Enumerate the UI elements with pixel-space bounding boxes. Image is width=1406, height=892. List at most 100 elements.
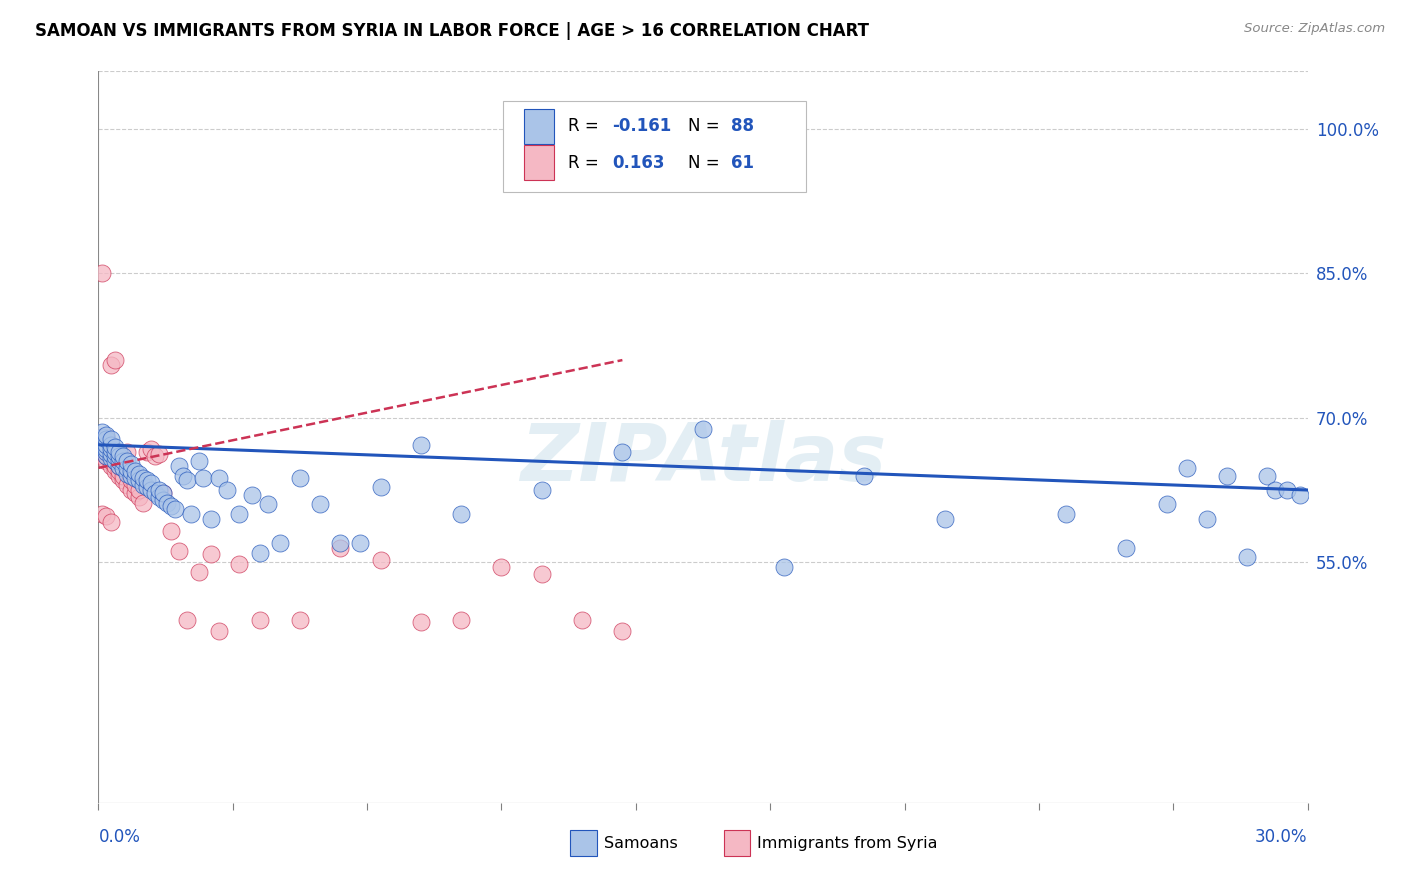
Point bbox=[115, 478, 138, 492]
Bar bbox=[724, 830, 751, 856]
Text: R =: R = bbox=[568, 153, 603, 172]
Point bbox=[188, 454, 211, 468]
Point bbox=[148, 447, 170, 461]
Point bbox=[200, 512, 222, 526]
Point bbox=[256, 498, 278, 512]
Point bbox=[103, 353, 125, 368]
Point bbox=[100, 432, 122, 446]
Point bbox=[111, 454, 134, 468]
Point bbox=[103, 458, 125, 473]
Point bbox=[115, 467, 138, 481]
Point bbox=[193, 470, 215, 484]
Point bbox=[128, 467, 150, 481]
Point bbox=[160, 500, 183, 514]
Text: Samoans: Samoans bbox=[603, 836, 678, 851]
Text: N =: N = bbox=[689, 117, 725, 136]
Point bbox=[288, 613, 311, 627]
Point bbox=[370, 553, 392, 567]
Point bbox=[96, 434, 118, 449]
Point bbox=[329, 541, 352, 555]
Point bbox=[107, 468, 129, 483]
Point bbox=[91, 434, 114, 449]
Point bbox=[96, 438, 118, 452]
Text: Source: ZipAtlas.com: Source: ZipAtlas.com bbox=[1244, 22, 1385, 36]
Point bbox=[124, 486, 146, 500]
Point bbox=[172, 468, 194, 483]
Point bbox=[208, 470, 231, 484]
Point bbox=[107, 454, 129, 468]
Point bbox=[132, 470, 155, 484]
Point bbox=[96, 454, 118, 468]
Text: 88: 88 bbox=[731, 117, 754, 136]
Point bbox=[96, 432, 118, 446]
Point bbox=[208, 624, 231, 639]
Point bbox=[1277, 483, 1299, 497]
Point bbox=[571, 613, 593, 627]
Point bbox=[491, 560, 513, 574]
Point bbox=[228, 507, 250, 521]
Text: Immigrants from Syria: Immigrants from Syria bbox=[758, 836, 938, 851]
Point bbox=[143, 450, 166, 464]
Point bbox=[111, 468, 134, 483]
Point bbox=[176, 613, 198, 627]
Point bbox=[135, 474, 157, 488]
Point bbox=[111, 474, 134, 488]
Point bbox=[96, 428, 118, 442]
Point bbox=[115, 444, 138, 458]
Point bbox=[96, 444, 118, 458]
Point bbox=[100, 458, 122, 473]
Point bbox=[96, 440, 118, 454]
Point bbox=[100, 438, 122, 452]
Point bbox=[167, 458, 190, 473]
Point bbox=[1288, 488, 1310, 502]
FancyBboxPatch shape bbox=[503, 101, 806, 192]
Bar bbox=[524, 109, 554, 144]
Point bbox=[115, 461, 138, 475]
Point bbox=[120, 464, 142, 478]
Point bbox=[120, 457, 142, 471]
Point bbox=[530, 566, 553, 581]
Point bbox=[329, 536, 352, 550]
Text: 30.0%: 30.0% bbox=[1256, 829, 1308, 847]
Point bbox=[409, 615, 432, 629]
Point bbox=[176, 474, 198, 488]
Point bbox=[288, 470, 311, 484]
Text: 0.0%: 0.0% bbox=[98, 829, 141, 847]
Point bbox=[1156, 498, 1178, 512]
Point bbox=[100, 515, 122, 529]
Text: ZIPAtlas: ZIPAtlas bbox=[520, 420, 886, 498]
Point bbox=[139, 442, 162, 456]
Point bbox=[124, 464, 146, 478]
Point bbox=[91, 507, 114, 521]
Point bbox=[120, 468, 142, 483]
Point bbox=[450, 613, 472, 627]
Point bbox=[91, 440, 114, 454]
Text: -0.161: -0.161 bbox=[613, 117, 672, 136]
Point bbox=[107, 464, 129, 478]
Text: SAMOAN VS IMMIGRANTS FROM SYRIA IN LABOR FORCE | AGE > 16 CORRELATION CHART: SAMOAN VS IMMIGRANTS FROM SYRIA IN LABOR… bbox=[35, 22, 869, 40]
Point bbox=[370, 480, 392, 494]
Point bbox=[269, 536, 291, 550]
Point bbox=[96, 444, 118, 458]
Bar bbox=[569, 830, 596, 856]
Point bbox=[91, 430, 114, 444]
Point bbox=[1054, 507, 1077, 521]
Point bbox=[115, 454, 138, 468]
Text: 0.163: 0.163 bbox=[613, 153, 665, 172]
Point bbox=[139, 476, 162, 491]
Point bbox=[103, 454, 125, 468]
Point bbox=[240, 488, 263, 502]
Point bbox=[91, 450, 114, 464]
Point bbox=[135, 444, 157, 458]
Point bbox=[91, 434, 114, 449]
Point bbox=[1256, 468, 1278, 483]
Point bbox=[107, 458, 129, 473]
Point bbox=[228, 557, 250, 571]
Point bbox=[1195, 512, 1218, 526]
Text: N =: N = bbox=[689, 153, 725, 172]
Point bbox=[200, 548, 222, 562]
Point bbox=[188, 565, 211, 579]
Point bbox=[103, 454, 125, 468]
Point bbox=[249, 613, 271, 627]
Point bbox=[160, 524, 183, 539]
